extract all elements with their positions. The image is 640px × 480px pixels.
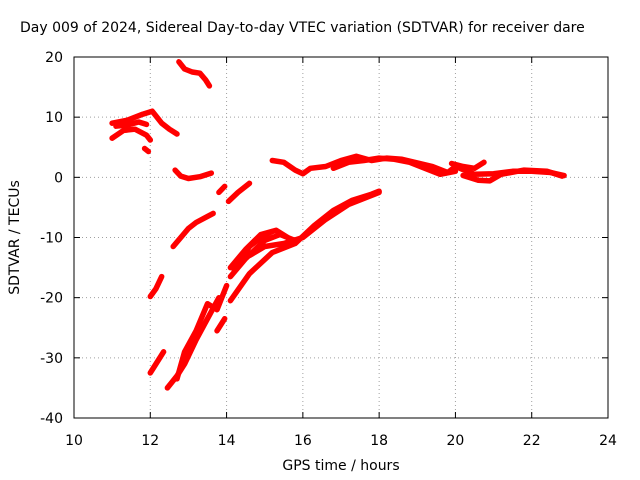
x-tick-label: 22 [523, 433, 541, 449]
data-series-s23 [460, 167, 565, 184]
y-axis-label: SDTVAR / TECUs [7, 180, 23, 295]
data-series-s22 [448, 159, 487, 172]
data-series-s10 [147, 273, 165, 300]
data-series [109, 59, 567, 391]
x-tick-label: 10 [65, 433, 83, 449]
ticks: 10 12 14 16 18 20 22 24 20 10 0 -10 -20 -30 -40 [40, 50, 617, 449]
data-series-s9 [225, 180, 253, 205]
y-tick-label: 10 [45, 110, 63, 126]
data-series-s4 [141, 145, 152, 155]
data-series-s7 [170, 210, 216, 250]
data-series-s1 [109, 126, 154, 143]
y-tick-label: 0 [54, 170, 63, 186]
x-tick-label: 12 [141, 433, 159, 449]
x-tick-label: 18 [370, 433, 388, 449]
data-series-s8 [216, 183, 228, 196]
data-series-s13 [174, 282, 230, 382]
x-axis-label: GPS time / hours [282, 458, 399, 474]
x-tick-label: 16 [294, 433, 312, 449]
data-series-s5 [176, 59, 213, 89]
chart-title: Day 009 of 2024, Sidereal Day-to-day VTE… [20, 20, 585, 36]
data-series-s11 [147, 349, 167, 376]
x-tick-label: 24 [599, 433, 617, 449]
y-tick-label: -30 [40, 351, 63, 367]
x-tick-label: 20 [447, 433, 465, 449]
data-series-s19 [227, 188, 382, 304]
y-tick-label: -20 [40, 291, 63, 307]
data-series-s14 [214, 315, 228, 334]
data-series-s12 [164, 294, 222, 391]
data-series-s3 [113, 119, 150, 129]
data-series-s6 [172, 167, 215, 182]
x-tick-label: 14 [218, 433, 236, 449]
data-series-s21 [330, 155, 459, 178]
y-tick-label: 20 [45, 50, 63, 66]
y-tick-label: -10 [40, 231, 63, 247]
data-series-s2 [109, 108, 180, 137]
data-series-s17 [231, 228, 276, 274]
y-tick-label: -40 [40, 411, 63, 427]
